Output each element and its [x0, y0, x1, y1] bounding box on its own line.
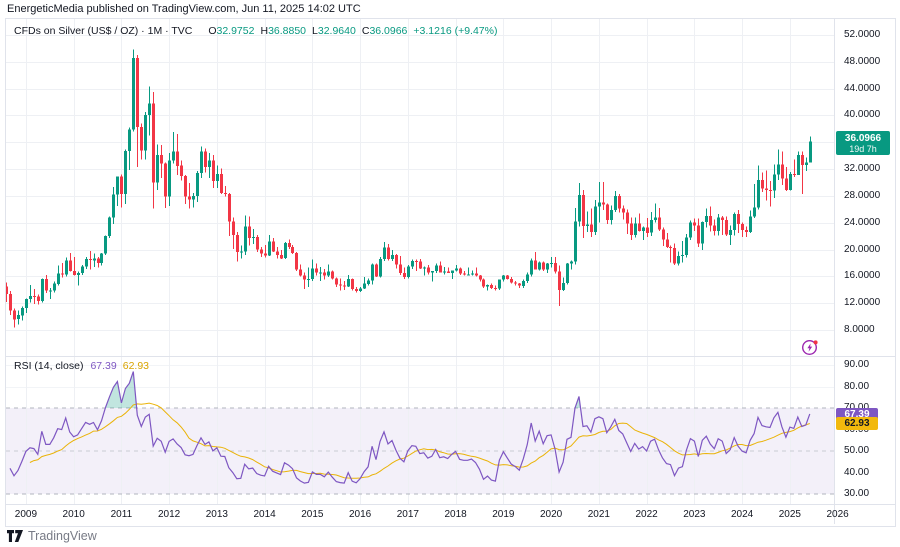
year-label: 2021 [587, 509, 610, 520]
price-axis-label: 16.0000 [844, 270, 881, 281]
year-label: 2009 [14, 509, 38, 520]
price-axis-label: 52.0000 [844, 29, 881, 40]
year-label: 2019 [492, 509, 515, 520]
time-axis[interactable]: 2009 2010 2011 2012 2013 2014 2015 2016 2017 2018… [6, 504, 895, 525]
chart-widget: CFDs on Silver (US$ / OZ) · 1M · TVC O32.… [5, 18, 896, 527]
year-label: 2024 [730, 509, 754, 520]
high-value: 36.8850 [268, 25, 307, 37]
year-label: 2015 [301, 509, 324, 520]
year-label: 2025 [778, 509, 801, 520]
rsi-title[interactable]: RSI (14, close) [14, 360, 84, 372]
high-label: H [260, 25, 269, 37]
rsi-axis-label: 40.00 [844, 467, 870, 478]
low-label: L [312, 25, 318, 37]
year-label: 2012 [158, 509, 181, 520]
rsi-axis-label: 80.00 [844, 381, 870, 392]
year-label: 2020 [539, 509, 563, 520]
price-axis-label: 32.0000 [844, 163, 881, 174]
rsi-axis-label: 90.00 [844, 359, 870, 370]
tradingview-logo-icon [7, 529, 23, 542]
price-axis-label: 20.0000 [844, 244, 881, 255]
last-price-value: 36.0966 [844, 133, 882, 144]
price-axis-label: 28.0000 [844, 190, 881, 201]
year-label: 2018 [444, 509, 467, 520]
change-value: +3.1216 (+9.47%) [413, 25, 498, 37]
close-value: 36.0966 [369, 25, 408, 37]
pane-separator[interactable] [6, 356, 895, 357]
lightning-icon [801, 339, 818, 356]
price-axis-label: 8.0000 [844, 324, 875, 335]
tradingview-brand-text: TradingView [28, 529, 97, 543]
rsi-axis-label: 50.00 [844, 445, 870, 456]
price-pane-plot[interactable] [6, 19, 834, 356]
rsi-pane-plot[interactable] [6, 357, 834, 504]
symbol-title[interactable]: CFDs on Silver (US$ / OZ) · 1M · TVC [14, 25, 193, 37]
boost-button[interactable] [801, 338, 819, 356]
year-label: 2013 [205, 509, 228, 520]
low-value: 32.9640 [317, 25, 356, 37]
tradingview-attribution[interactable]: TradingView [7, 529, 97, 543]
rsi-ma-value: 62.93 [122, 360, 150, 372]
year-label: 2022 [635, 509, 658, 520]
price-axis-label: 48.0000 [844, 56, 881, 67]
rsi-value: 67.39 [90, 360, 117, 372]
year-label: 2011 [110, 509, 133, 520]
price-axis-label: 44.0000 [844, 83, 881, 94]
rsi-legend: RSI (14, close) 67.39 62.93 [14, 360, 149, 372]
ohlc-readout: O32.9752 H36.8850 L32.9640 C36.0966 [202, 25, 407, 37]
price-scale-separator [834, 19, 835, 524]
close-label: C [361, 25, 370, 37]
price-axis[interactable]: 52.0000 48.0000 44.0000 40.0000 32.0000 28.00… [835, 19, 895, 504]
open-label: O [208, 25, 217, 37]
rsi-axis-label: 70.00 [844, 402, 869, 414]
attribution-text: EnergeticMedia published on TradingView.… [7, 3, 361, 15]
open-value: 32.9752 [216, 25, 255, 37]
year-label: 2010 [62, 509, 85, 520]
symbol-legend: CFDs on Silver (US$ / OZ) · 1M · TVC O32.… [14, 25, 497, 37]
price-axis-label: 24.0000 [844, 217, 881, 228]
year-label: 2016 [349, 509, 372, 520]
year-label: 2023 [683, 509, 706, 520]
year-label: 2017 [396, 509, 419, 520]
year-label: 2014 [253, 509, 276, 520]
price-axis-label: 40.0000 [844, 109, 881, 120]
rsi-axis-label: 30.00 [844, 488, 870, 499]
rsi-ma-badge: 62.93 [836, 417, 878, 430]
last-price-badge: 36.0966 19d 7h [836, 131, 890, 155]
year-label: 2026 [826, 509, 849, 520]
price-axis-label: 12.0000 [844, 297, 881, 308]
bar-countdown: 19d 7h [849, 144, 877, 154]
